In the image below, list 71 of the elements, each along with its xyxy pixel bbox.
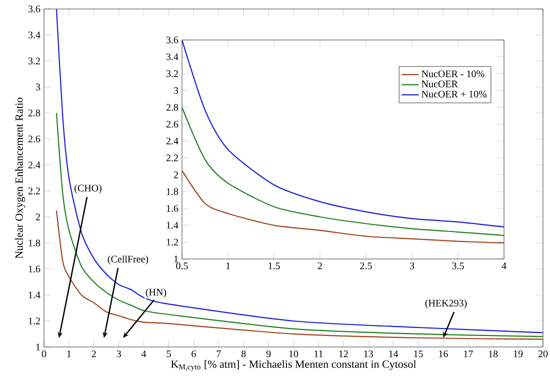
x-tick-label: 4 — [502, 262, 506, 270]
y-tick-label: 2 — [36, 214, 40, 220]
annotation: (CHO) — [74, 184, 102, 194]
y-tick-label: 3.2 — [166, 70, 178, 78]
y-tick-label: 2.2 — [166, 154, 178, 162]
x-tick-label: 17 — [464, 350, 473, 358]
y-tick-label: 1 — [36, 344, 40, 350]
y-tick-label: 1.2 — [166, 238, 178, 246]
line-series — [182, 40, 504, 228]
x-tick-label: 20 — [538, 350, 548, 358]
y-tick-label: 1.4 — [166, 222, 178, 229]
x-tick-label: 16 — [439, 350, 448, 358]
legend-label: NucOER — [422, 80, 458, 88]
y-axis-title: Nuclear Oxygen Enhancement Ratio — [15, 98, 26, 258]
x-tick-label: 5 — [166, 350, 171, 358]
x-tick-label: 18 — [488, 350, 498, 358]
y-tick-label: 1.6 — [28, 266, 40, 272]
x-tick-label: 11 — [314, 350, 323, 358]
x-tick-label: 0 — [42, 350, 46, 358]
y-tick-label: 3 — [36, 84, 40, 90]
x-tick-label: 14 — [389, 350, 398, 358]
y-tick-label: 2 — [174, 171, 178, 178]
x-tick-label: 2 — [92, 350, 96, 358]
x-tick-label: 15 — [414, 350, 423, 358]
x-tick-label: 0.5 — [176, 262, 188, 270]
y-tick-label: 1.4 — [28, 292, 40, 298]
y-tick-label: 2.6 — [166, 120, 178, 128]
y-tick-label: 2.6 — [28, 136, 40, 142]
x-tick-label: 6 — [192, 350, 196, 358]
x-tick-label: 8 — [241, 350, 246, 358]
legend-label: NucOER - 10% — [422, 70, 484, 78]
y-tick-label: 3.4 — [166, 53, 178, 60]
y-tick-label: 2.8 — [28, 110, 40, 116]
y-tick-label: 3.4 — [28, 32, 40, 38]
line-series — [56, 112, 543, 338]
x-tick-label: 7 — [216, 350, 221, 358]
x-tick-label: 3 — [116, 350, 121, 358]
y-tick-label: 3 — [174, 87, 178, 94]
y-tick-label: 2.2 — [28, 188, 40, 194]
x-tick-label: 1 — [67, 350, 71, 358]
x-tick-label: 2 — [318, 262, 322, 270]
x-tick-label: 3 — [410, 262, 414, 270]
line-series — [56, 8, 543, 334]
y-tick-label: 1.6 — [166, 205, 178, 212]
x-axis-title: K$_{M,cyto}$ [% atm] - Michaelis Menten constant in Cytosol — [171, 360, 416, 372]
annotation: (HEK293) — [425, 299, 467, 309]
annotation: (HN) — [146, 288, 166, 298]
y-tick-label: 3.6 — [28, 6, 40, 12]
y-tick-label: 1.2 — [28, 318, 40, 324]
x-tick-label: 9 — [266, 350, 271, 358]
y-tick-label: 1.8 — [28, 240, 40, 246]
y-tick-label: 1 — [174, 256, 178, 262]
y-tick-label: 2.8 — [166, 104, 178, 111]
x-tick-label: 4 — [141, 350, 146, 358]
annotation: (CellFree) — [108, 255, 148, 265]
y-tick-label: 3.2 — [28, 58, 40, 64]
x-tick-label: 1.5 — [268, 262, 280, 270]
x-tick-label: 3.5 — [452, 262, 464, 270]
y-tick-label: 1.8 — [166, 188, 178, 195]
x-tick-label: 2.5 — [360, 262, 372, 270]
x-tick-label: 19 — [514, 350, 523, 358]
line-series — [182, 106, 504, 236]
x-tick-label: 1 — [226, 262, 230, 270]
x-tick-label: 10 — [289, 350, 298, 358]
y-tick-label: 2.4 — [166, 138, 178, 144]
line-series — [182, 170, 504, 244]
x-tick-label: 12 — [339, 350, 348, 358]
y-tick-label: 3.6 — [166, 36, 178, 44]
y-tick-label: 2.4 — [28, 162, 40, 168]
legend-label: NucOER + 10% — [422, 90, 487, 98]
x-tick-label: 13 — [364, 350, 373, 358]
